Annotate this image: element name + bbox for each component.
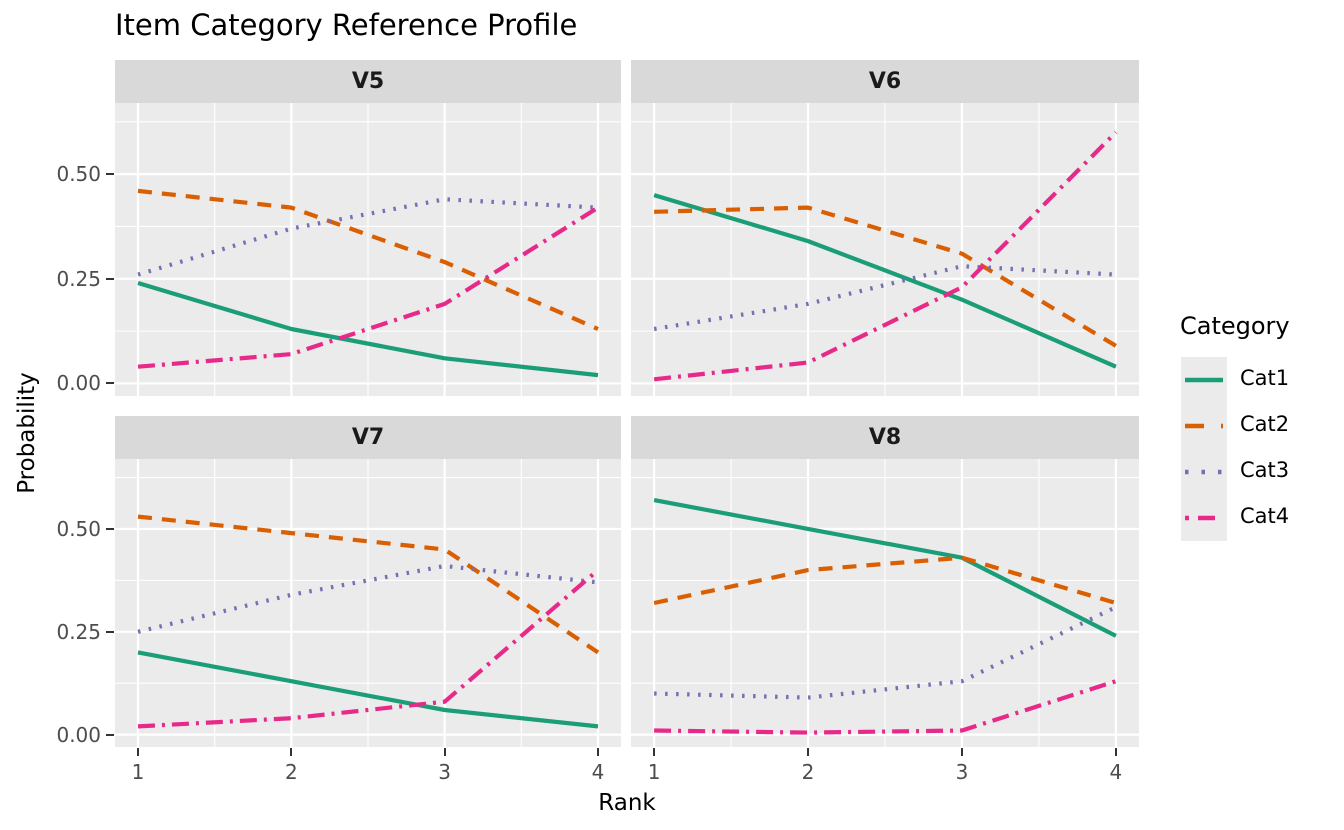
x-tick-label: 3 xyxy=(955,760,969,784)
line-v5-cat2 xyxy=(137,188,599,331)
facet-strip-label: V7 xyxy=(351,425,385,450)
y-tick-label: 0.25 xyxy=(56,619,101,644)
chart-title: Item Category Reference Profile xyxy=(115,8,578,42)
x-tick-label: 4 xyxy=(1109,760,1123,784)
legend-key-glyphs xyxy=(1185,377,1223,521)
legend-key-background xyxy=(1181,357,1227,541)
facet-panel-v6 xyxy=(631,103,1139,396)
x-axis-title: Rank xyxy=(598,790,656,816)
facet-strip-label: V6 xyxy=(868,69,902,94)
y-tick-mark xyxy=(106,733,114,736)
x-tick-label: 1 xyxy=(647,760,661,784)
legend-item-cat2: Cat2 xyxy=(1240,412,1290,436)
line-v6-cat1 xyxy=(653,193,1117,369)
y-tick-label: 0.50 xyxy=(56,516,101,541)
x-tick-label: 1 xyxy=(131,760,145,784)
y-tick-label: 0.00 xyxy=(56,371,101,396)
x-tick-mark xyxy=(137,748,139,756)
x-tick-label: 4 xyxy=(591,760,605,784)
facet-panel-v7 xyxy=(115,459,621,747)
line-v7-cat2 xyxy=(137,514,600,655)
x-tick-label: 3 xyxy=(438,760,452,784)
facet-panel-v5 xyxy=(115,103,621,396)
y-tick-label: 0.50 xyxy=(56,162,101,187)
y-tick-label: 0.00 xyxy=(56,722,101,747)
facet-strip-v6: V6 xyxy=(631,60,1139,103)
x-tick-mark xyxy=(597,748,599,756)
y-tick-label: 0.25 xyxy=(56,266,101,291)
x-tick-mark xyxy=(443,748,446,756)
y-tick-mark xyxy=(106,173,114,176)
facet-strip-v7: V7 xyxy=(115,416,621,459)
facet-strip-label: V8 xyxy=(868,425,902,450)
y-tick-mark xyxy=(106,382,114,385)
line-v7-cat3 xyxy=(137,563,599,634)
x-tick-label: 2 xyxy=(801,760,815,784)
line-v7-cat4 xyxy=(137,568,600,729)
line-v7-cat1 xyxy=(137,650,599,729)
legend-item-cat1: Cat1 xyxy=(1240,366,1290,390)
y-tick-mark xyxy=(106,527,114,530)
facet-strip-label: V5 xyxy=(351,69,385,94)
line-v6-cat2 xyxy=(654,205,1117,348)
y-tick-mark xyxy=(106,630,114,633)
line-v6-cat4 xyxy=(653,130,1118,382)
facet-strip-v8: V8 xyxy=(631,416,1139,459)
x-tick-mark xyxy=(960,748,963,756)
line-v5-cat4 xyxy=(137,205,600,369)
line-v5-cat1 xyxy=(137,280,599,378)
x-tick-mark xyxy=(290,748,293,756)
line-v8-cat1 xyxy=(653,498,1117,638)
facet-panel-v8 xyxy=(631,459,1139,747)
line-v8-cat2 xyxy=(653,555,1117,606)
facet-strip-v5: V5 xyxy=(115,60,621,103)
legend-item-cat4: Cat4 xyxy=(1240,504,1290,528)
x-tick-mark xyxy=(1114,748,1117,756)
legend-title: Category xyxy=(1180,312,1290,340)
line-v6-cat3 xyxy=(653,264,1117,332)
y-axis-title: Probability xyxy=(14,372,40,494)
x-tick-mark xyxy=(807,748,810,756)
y-tick-mark xyxy=(106,277,114,280)
x-tick-label: 2 xyxy=(284,760,298,784)
legend-item-cat3: Cat3 xyxy=(1240,458,1290,482)
line-v8-cat4 xyxy=(654,679,1117,735)
line-v8-cat3 xyxy=(654,605,1117,700)
x-tick-mark xyxy=(653,748,656,756)
